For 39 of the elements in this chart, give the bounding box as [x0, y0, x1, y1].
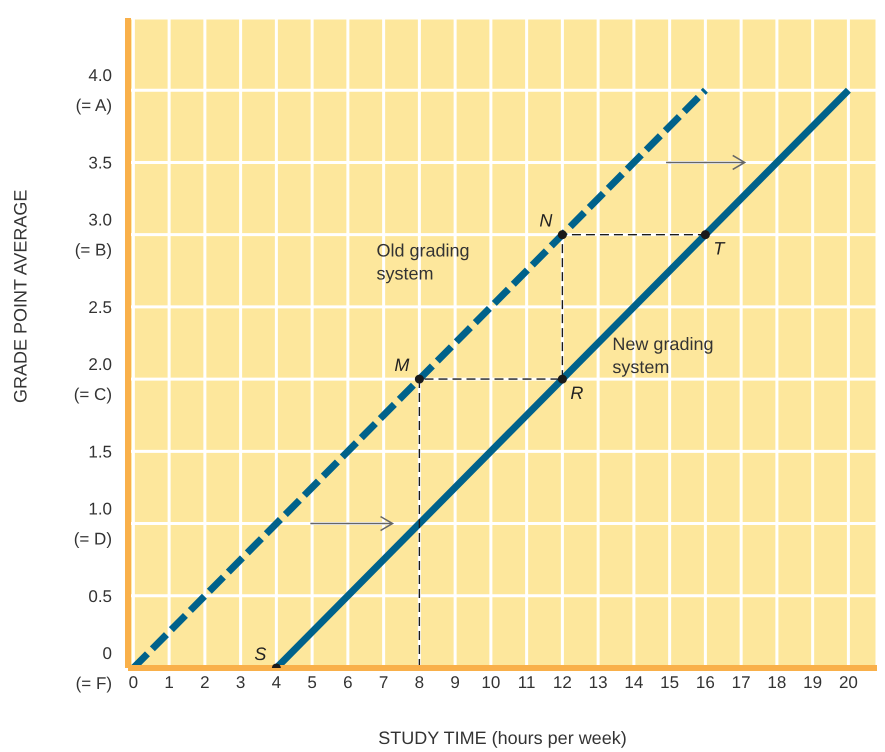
y-tick-label: 3.0 (= B) — [74, 210, 112, 260]
x-tick-label: 6 — [343, 673, 353, 692]
series-label: Old grading system — [376, 240, 470, 284]
y-tick-label: 1.5 — [88, 442, 112, 462]
x-tick-label: 8 — [414, 673, 424, 692]
x-tick-label: 7 — [378, 673, 388, 692]
annotation: S — [254, 644, 266, 664]
y-tick-label: 2.5 — [88, 298, 112, 317]
x-tick-label: 11 — [518, 673, 536, 692]
x-tick-label: 18 — [767, 673, 786, 692]
x-tick-label: 15 — [660, 673, 680, 692]
x-tick-label: 5 — [307, 673, 317, 692]
annotation: N — [539, 210, 554, 231]
y-tick-label: 0 (= F) — [76, 644, 112, 693]
x-tick-label: 9 — [450, 673, 460, 692]
x-tick-label: 20 — [838, 673, 858, 692]
annotation: R — [570, 383, 584, 404]
x-tick-label: 2 — [200, 673, 210, 692]
y-axis-title: GRADE POINT AVERAGE — [10, 190, 30, 403]
y-tick-label: 2.0 (= C) — [74, 355, 112, 404]
y-tick-label: 0.5 — [88, 586, 112, 606]
y-tick-label: 1.0 (= D) — [74, 500, 112, 549]
y-tick-label: 4.0 (= A) — [76, 66, 112, 116]
x-tick-label: 4 — [272, 673, 282, 692]
x-axis-title: STUDY TIME (hours per week) — [378, 728, 627, 748]
annotation: T — [713, 238, 726, 259]
x-tick-label: 14 — [624, 673, 644, 692]
x-tick-label: 12 — [552, 673, 572, 692]
x-tick-label: 13 — [588, 673, 608, 692]
series-label: New grading system — [612, 334, 714, 378]
x-tick-label: 16 — [696, 673, 715, 692]
annotation: M — [394, 355, 410, 376]
y-tick-label: 3.5 — [88, 153, 112, 172]
x-tick-label: 1 — [164, 673, 174, 692]
x-tick-label: 17 — [732, 673, 751, 692]
x-tick-label: 10 — [481, 673, 500, 692]
x-tick-label: 19 — [803, 673, 822, 692]
x-tick-label: 3 — [236, 673, 246, 692]
x-tick-label: 0 — [128, 673, 138, 692]
